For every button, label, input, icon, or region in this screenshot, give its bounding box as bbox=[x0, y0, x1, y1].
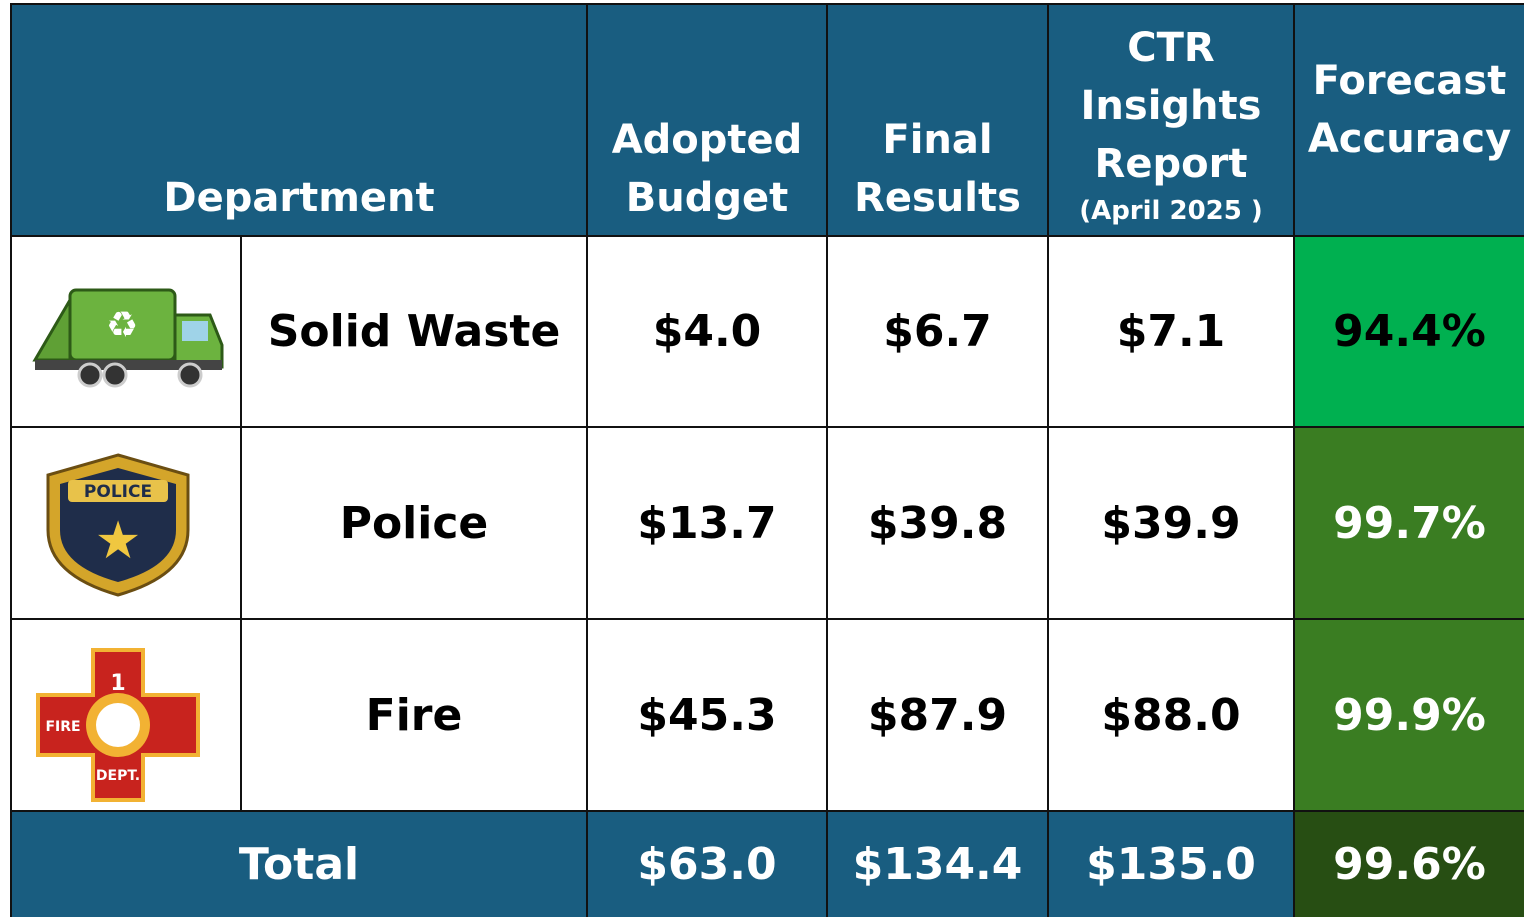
accuracy-value: 99.7% bbox=[1333, 497, 1486, 549]
header-cell: Adopted Budget bbox=[586, 3, 828, 237]
adopted-cell: $4.0 bbox=[586, 235, 828, 428]
ctr-cell: $88.0 bbox=[1047, 618, 1295, 812]
ctr-value: $7.1 bbox=[1116, 306, 1226, 357]
total-accuracy-value: 99.6% bbox=[1333, 838, 1486, 890]
ctr-cell: $7.1 bbox=[1047, 235, 1295, 428]
final-value: $87.9 bbox=[867, 689, 1008, 741]
total-label: Total bbox=[238, 838, 360, 890]
final-cell: $87.9 bbox=[826, 618, 1049, 812]
adopted-value: $4.0 bbox=[652, 306, 762, 357]
accuracy-cell: 94.4% bbox=[1293, 235, 1524, 428]
department-name: Fire bbox=[365, 689, 463, 741]
adopted-value: $45.3 bbox=[637, 689, 777, 741]
accuracy-value: 99.9% bbox=[1333, 689, 1486, 741]
total-adopted-cell: $63.0 bbox=[586, 810, 828, 917]
department-cell: Fire bbox=[240, 618, 588, 812]
department-name: Police bbox=[339, 497, 489, 549]
svg-text:1: 1 bbox=[110, 671, 125, 696]
header-text: Budget bbox=[625, 175, 789, 221]
header-text: Report bbox=[1094, 141, 1248, 187]
total-adopted-value: $63.0 bbox=[637, 838, 777, 890]
header-cell: Forecast Accuracy bbox=[1293, 3, 1524, 237]
final-value: $6.7 bbox=[883, 306, 992, 357]
header-text: Forecast bbox=[1312, 58, 1507, 104]
svg-text:POLICE: POLICE bbox=[84, 482, 152, 502]
total-label-cell: Total bbox=[10, 810, 588, 917]
ctr-cell: $39.9 bbox=[1047, 426, 1295, 620]
svg-text:★: ★ bbox=[95, 511, 142, 571]
accuracy-value: 94.4% bbox=[1333, 306, 1486, 357]
adopted-cell: $13.7 bbox=[586, 426, 828, 620]
ctr-value: $88.0 bbox=[1101, 689, 1241, 741]
adopted-value: $13.7 bbox=[637, 497, 777, 549]
svg-text:FIRE: FIRE bbox=[45, 719, 80, 735]
total-final-value: $134.4 bbox=[852, 838, 1023, 890]
header-cell: Final Results bbox=[826, 3, 1049, 237]
department-cell: Solid Waste bbox=[240, 235, 588, 428]
header-text: CTR bbox=[1127, 25, 1215, 71]
police-badge-icon: POLICE ★ bbox=[46, 453, 190, 597]
total-accuracy-cell: 99.6% bbox=[1293, 810, 1524, 917]
svg-text:♻: ♻ bbox=[106, 305, 138, 346]
total-ctr-cell: $135.0 bbox=[1047, 810, 1295, 917]
total-final-cell: $134.4 bbox=[826, 810, 1049, 917]
header-note: (April 2025 ) bbox=[1079, 196, 1263, 226]
ctr-value: $39.9 bbox=[1101, 497, 1241, 549]
fire-dept-icon: 1 FIRE DEPT. bbox=[36, 648, 200, 802]
header-text: Results bbox=[854, 175, 1021, 221]
header-text: Insights bbox=[1080, 83, 1262, 129]
accuracy-cell: 99.9% bbox=[1293, 618, 1524, 812]
department-name: Solid Waste bbox=[267, 306, 561, 357]
final-value: $39.8 bbox=[867, 497, 1008, 549]
truck-icon: ♻ bbox=[32, 288, 224, 388]
header-cell: Department bbox=[10, 3, 588, 237]
header-text: Accuracy bbox=[1307, 116, 1512, 162]
department-cell: Police bbox=[240, 426, 588, 620]
adopted-cell: $45.3 bbox=[586, 618, 828, 812]
header-text: Adopted bbox=[611, 117, 803, 163]
svg-text:DEPT.: DEPT. bbox=[96, 768, 140, 784]
header-cell: CTR Insights Report (April 2025 ) bbox=[1047, 3, 1295, 237]
final-cell: $6.7 bbox=[826, 235, 1049, 428]
accuracy-cell: 99.7% bbox=[1293, 426, 1524, 620]
total-ctr-value: $135.0 bbox=[1086, 838, 1256, 890]
header-text: Department bbox=[163, 175, 435, 221]
header-text: Final bbox=[882, 117, 993, 163]
final-cell: $39.8 bbox=[826, 426, 1049, 620]
